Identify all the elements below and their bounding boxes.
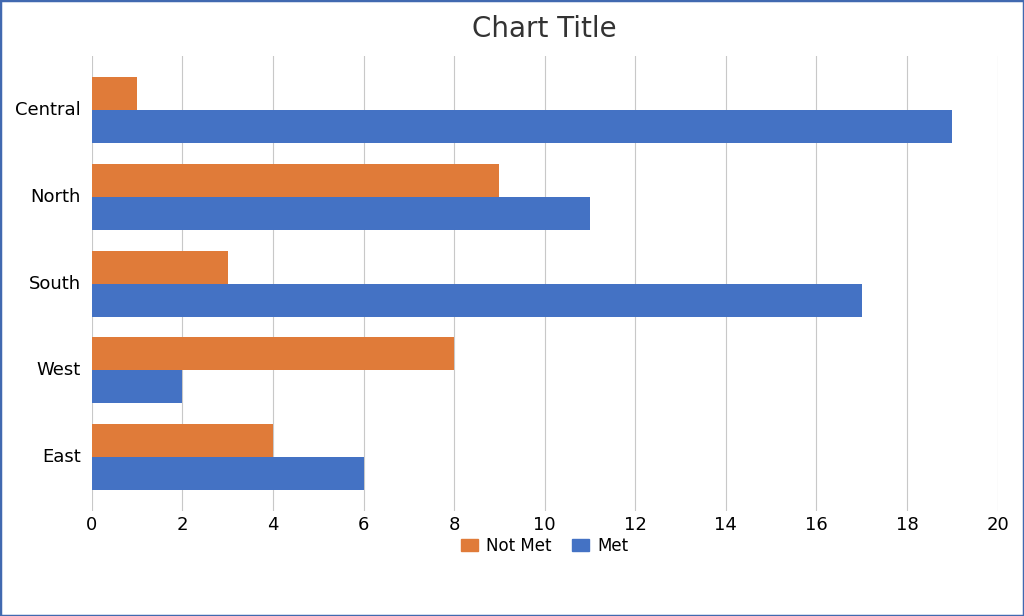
Bar [92,77,137,110]
Bar [92,457,364,490]
Bar [92,164,500,197]
Bar [92,338,455,370]
Bar [92,251,227,283]
Bar [92,424,273,457]
Bar [92,197,590,230]
Title: Chart Title: Chart Title [472,15,617,43]
Legend: Not Met, Met: Not Met, Met [455,530,635,561]
Bar [92,370,182,403]
Bar [92,110,952,143]
Bar [92,283,862,317]
